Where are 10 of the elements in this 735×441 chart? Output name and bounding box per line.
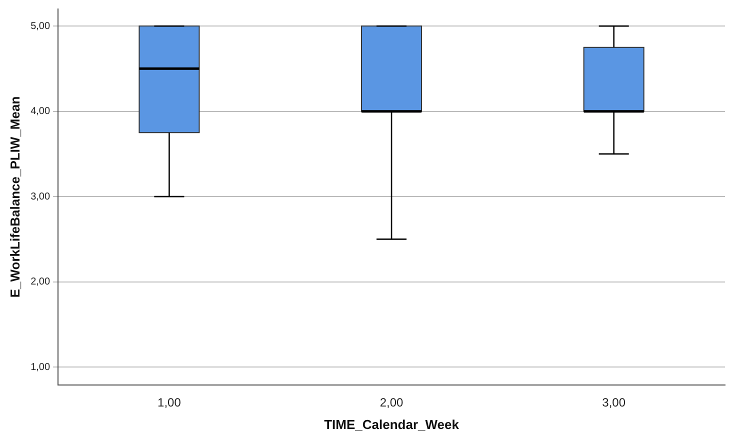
x-tick-label: 2,00 xyxy=(380,396,404,410)
x-axis-title: TIME_Calendar_Week xyxy=(324,416,460,432)
y-tick-label: 3,00 xyxy=(30,191,50,202)
y-tick-label: 5,00 xyxy=(30,20,50,32)
x-tick-label: 3,00 xyxy=(602,396,626,410)
y-tick-label: 4,00 xyxy=(30,106,50,118)
y-tick-label: 2,00 xyxy=(30,276,50,288)
y-tick-label: 1,00 xyxy=(30,362,50,373)
y-axis-title: E_WorkLifeBalance_PLIW_Mean xyxy=(7,96,22,298)
x-tick-label: 1,00 xyxy=(158,396,182,410)
